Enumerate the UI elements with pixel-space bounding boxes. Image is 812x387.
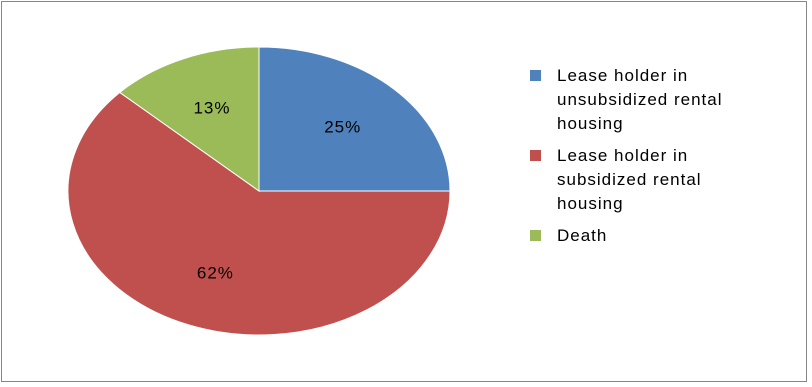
- legend: Lease holder in unsubsidized rental hous…: [530, 64, 800, 256]
- slice-label-unsubsidized: 25%: [324, 117, 361, 136]
- slice-label-death: 13%: [193, 99, 230, 118]
- slice-label-subsidized: 62%: [197, 263, 234, 282]
- legend-item-subsidized: Lease holder in subsidized rental housin…: [530, 144, 800, 216]
- pie-slice-unsubsidized: [258, 46, 451, 192]
- pie-slice-death: [118, 46, 260, 192]
- legend-item-death: Death: [530, 224, 800, 248]
- legend-swatch-subsidized: [530, 150, 541, 161]
- legend-label-unsubsidized: Lease holder in unsubsidized rental hous…: [557, 66, 723, 133]
- legend-swatch-unsubsidized: [530, 70, 541, 81]
- pie-slice-subsidized: [67, 91, 451, 336]
- legend-label-death: Death: [557, 226, 608, 245]
- legend-item-unsubsidized: Lease holder in unsubsidized rental hous…: [530, 64, 800, 136]
- legend-swatch-death: [530, 230, 541, 241]
- pie-slices: [67, 46, 451, 336]
- pie-labels: 25% 62% 13%: [193, 99, 361, 283]
- legend-label-subsidized: Lease holder in subsidized rental housin…: [557, 146, 702, 213]
